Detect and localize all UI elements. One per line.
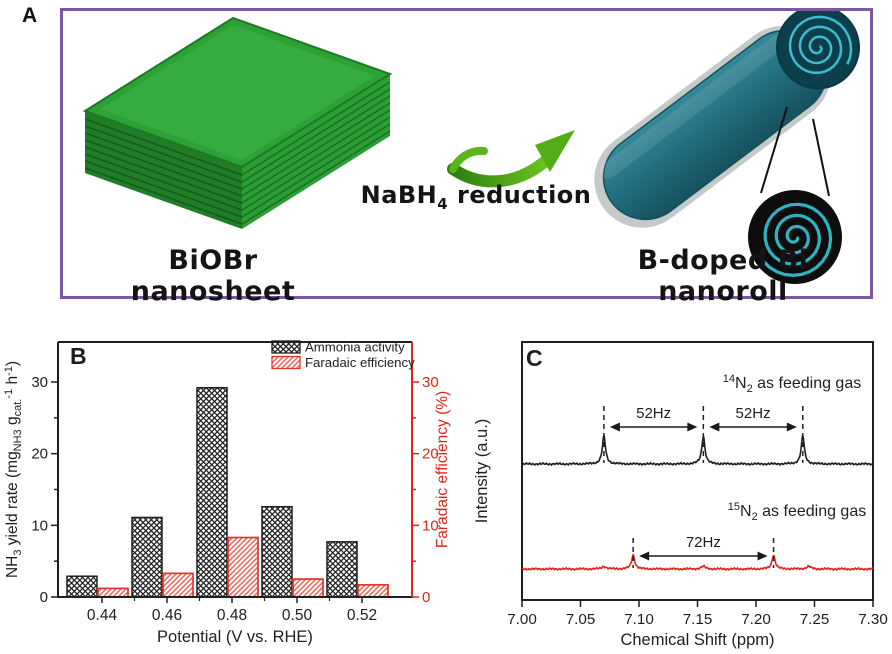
coupling-label: 52Hz <box>736 405 771 422</box>
svg-text:0: 0 <box>40 589 48 606</box>
svg-text:0.44: 0.44 <box>87 607 118 624</box>
svg-text:20: 20 <box>31 446 48 463</box>
reduction-arrow-icon <box>447 130 575 188</box>
bar-faradaic-0.46 <box>162 572 194 598</box>
nanosheet-stack <box>82 16 393 229</box>
c-series-0: 52Hz 52Hz 14N2 as feeding gas <box>521 373 874 467</box>
c-series-name-1: 15N2 as feeding gas <box>728 501 866 523</box>
bar-ammonia-0.44 <box>66 575 98 598</box>
legend-label: Faradaic efficiency <box>305 355 415 370</box>
panel-a-label: A <box>22 4 38 27</box>
bar-faradaic-0.48 <box>227 536 259 598</box>
svg-text:0.46: 0.46 <box>152 607 182 624</box>
svg-text:0: 0 <box>422 589 430 606</box>
bar-faradaic-0.52 <box>357 583 389 598</box>
svg-text:0.52: 0.52 <box>347 607 377 624</box>
panel-b-chart: 0 0 10 10 20 20 30 30 0.44 0.46 0.48 0.50 0.52 Potent… <box>3 340 451 647</box>
nanoroll <box>594 11 861 228</box>
bar-ammonia-0.46 <box>131 516 163 598</box>
b-xlabel: Potential (V vs. RHE) <box>157 628 313 646</box>
b-ylabel-right: Faradaic efficiency (%) <box>434 391 451 548</box>
bar-faradaic-0.50 <box>292 578 324 598</box>
bar-ammonia-0.48 <box>196 386 228 598</box>
caption-bdoped-bi-nanoroll: B-doped Bi nanoroll <box>637 245 809 307</box>
svg-text:10: 10 <box>422 517 439 534</box>
panel-b-label: B <box>70 343 87 369</box>
svg-text:7.30: 7.30 <box>858 611 888 628</box>
bar-faradaic-0.44 <box>97 587 129 598</box>
legend-label: Ammonia activity <box>305 340 405 355</box>
panel-c-label: C <box>526 345 543 371</box>
panel-a-illustration <box>82 11 861 284</box>
panel-c-chart: 7.00 7.05 7.10 7.15 7.20 7.25 7.30 Chemical Shi… <box>473 341 888 649</box>
svg-text:30: 30 <box>31 374 48 391</box>
nanoroll-cross-section-inset <box>748 106 842 284</box>
nanoroll-spiral-end <box>788 15 853 75</box>
svg-text:7.15: 7.15 <box>683 611 713 628</box>
bar-ammonia-0.50 <box>261 505 293 598</box>
svg-text:7.00: 7.00 <box>507 611 537 628</box>
b-ylabel-left: NH3 yield rate (mgNH3 gcat.-1 h-1) <box>3 361 24 578</box>
caption-nabh4-reduction: NaBH4 reduction <box>360 181 592 213</box>
svg-text:0.50: 0.50 <box>282 607 313 624</box>
c-trace-1 <box>521 553 874 572</box>
svg-text:10: 10 <box>31 517 48 534</box>
svg-text:7.10: 7.10 <box>624 611 654 628</box>
panel-a-schematic: BiOBr nanosheet B-doped Bi nanoroll NaBH… <box>60 8 873 307</box>
c-frame: 7.00 7.05 7.10 7.15 7.20 7.25 7.30 Chemical Shi… <box>473 341 888 649</box>
coupling-label: 52Hz <box>636 405 671 422</box>
b-bars <box>66 386 389 598</box>
svg-text:7.05: 7.05 <box>566 611 596 628</box>
svg-text:20: 20 <box>422 446 439 463</box>
c-ylabel: Intensity (a.u.) <box>473 419 491 524</box>
svg-text:7.20: 7.20 <box>741 611 771 628</box>
c-series-name-0: 14N2 as feeding gas <box>723 373 861 395</box>
svg-text:7.25: 7.25 <box>800 611 830 628</box>
svg-text:30: 30 <box>422 374 439 391</box>
b-axes: 0 0 10 10 20 20 30 30 0.44 0.46 0.48 0.50 0.52 Potent… <box>3 341 451 646</box>
c-series-1: 72Hz 15N2 as feeding gas <box>521 501 874 572</box>
coupling-label: 72Hz <box>686 534 721 551</box>
c-xlabel: Chemical Shift (ppm) <box>620 631 774 649</box>
c-trace-0 <box>521 432 874 467</box>
caption-biobr-nanosheet: BiOBr nanosheet <box>130 245 296 307</box>
svg-text:0.48: 0.48 <box>217 607 247 624</box>
bar-ammonia-0.52 <box>326 541 358 598</box>
